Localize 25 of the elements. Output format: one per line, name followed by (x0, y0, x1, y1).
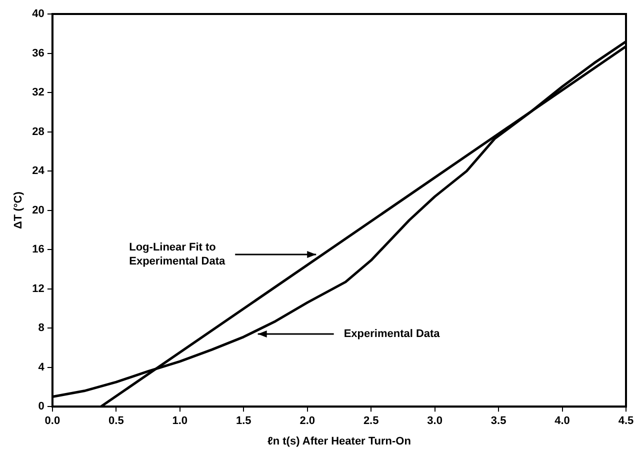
x-tick-label: 1.5 (236, 415, 252, 428)
y-tick-label: 40 (32, 8, 44, 20)
x-tick-label: 2.0 (300, 415, 315, 428)
y-tick-label: 20 (32, 204, 44, 216)
y-tick-label: 24 (32, 165, 46, 178)
x-tick-label: 2.5 (363, 415, 379, 428)
annotation: Log-Linear Fit to Experimental Data (129, 242, 226, 268)
y-tick-label: 0 (38, 400, 44, 413)
annotation: Experimental Data (344, 328, 441, 340)
x-tick-label: 0.5 (108, 415, 124, 428)
x-tick-label: 4.0 (554, 415, 570, 428)
y-tick-label: 32 (32, 86, 44, 99)
y-tick-label: 4 (38, 361, 46, 374)
y-axis-title: ΔT (°C) (12, 191, 25, 229)
x-tick-label: 4.5 (618, 415, 634, 428)
y-tick-label: 8 (38, 322, 44, 334)
y-tick-label: 28 (32, 126, 44, 138)
y-tick-label: 36 (32, 47, 44, 60)
x-tick-label: 3.0 (427, 415, 442, 428)
x-tick-label: 0.0 (44, 415, 60, 428)
y-tick-label: 16 (32, 244, 44, 256)
y-tick-label: 12 (32, 282, 44, 295)
x-tick-label: 1.0 (172, 415, 188, 428)
x-axis-title: ℓn t(s) After Heater Turn-On (267, 435, 412, 448)
x-tick-label: 3.5 (490, 415, 506, 428)
